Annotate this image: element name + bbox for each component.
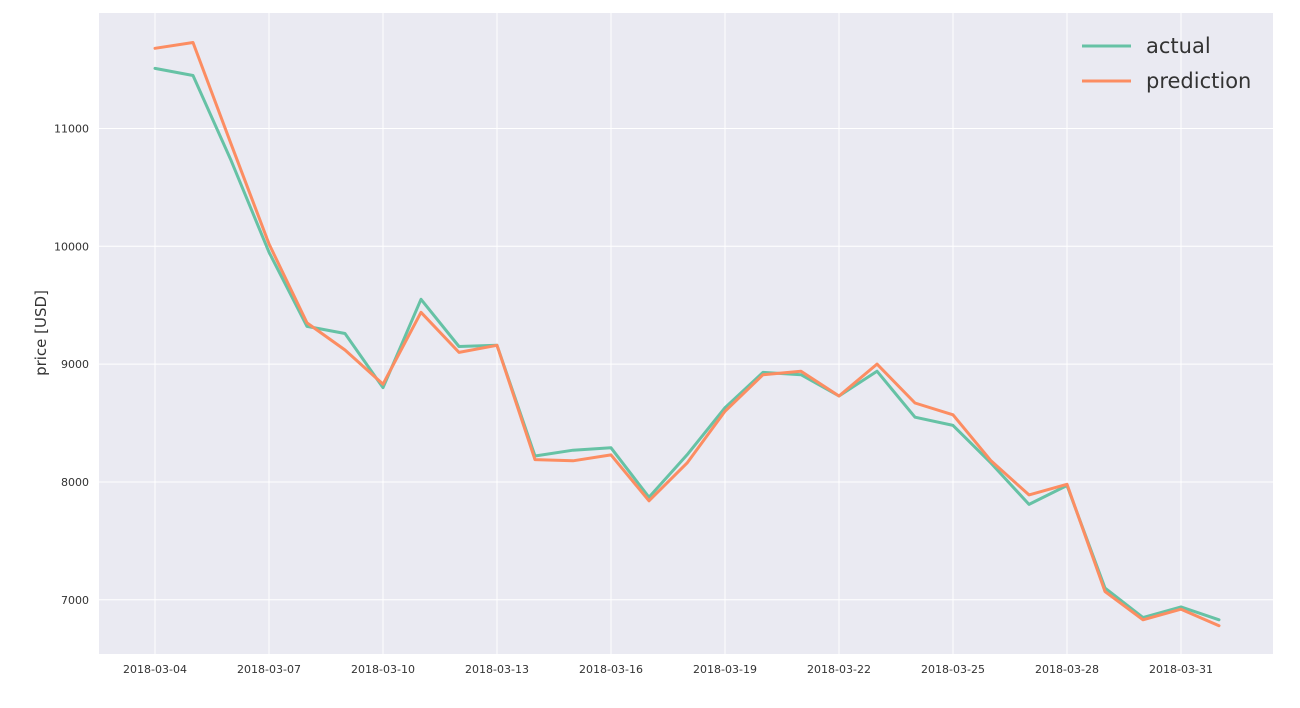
y-tick-label: 10000 — [54, 240, 89, 253]
y-axis-label: price [USD] — [32, 290, 50, 376]
y-tick-label: 8000 — [61, 476, 89, 489]
plot-background — [99, 13, 1273, 654]
x-tick-label: 2018-03-22 — [807, 663, 871, 676]
x-tick-label: 2018-03-25 — [921, 663, 985, 676]
x-tick-label: 2018-03-04 — [123, 663, 187, 676]
y-tick-label: 11000 — [54, 122, 89, 135]
x-tick-label: 2018-03-13 — [465, 663, 529, 676]
x-tick-label: 2018-03-16 — [579, 663, 643, 676]
x-tick-label: 2018-03-10 — [351, 663, 415, 676]
legend-label-actual: actual — [1146, 34, 1211, 58]
y-tick-label: 9000 — [61, 358, 89, 371]
x-tick-label: 2018-03-31 — [1149, 663, 1213, 676]
y-tick-label: 7000 — [61, 594, 89, 607]
series-line-actual — [153, 66, 1221, 622]
legend: actual prediction — [1082, 34, 1251, 93]
x-tick-label: 2018-03-19 — [693, 663, 757, 676]
series-line-prediction — [153, 41, 1221, 628]
x-tick-labels: 2018-03-04 2018-03-07 2018-03-10 2018-03-13… — [123, 663, 1213, 676]
grid-lines — [99, 13, 1273, 654]
x-tick-label: 2018-03-28 — [1035, 663, 1099, 676]
y-tick-labels: 7000 8000 9000 10000 11000 — [54, 122, 89, 606]
legend-label-prediction: prediction — [1146, 69, 1251, 93]
series-lines — [153, 41, 1221, 628]
x-tick-label: 2018-03-07 — [237, 663, 301, 676]
